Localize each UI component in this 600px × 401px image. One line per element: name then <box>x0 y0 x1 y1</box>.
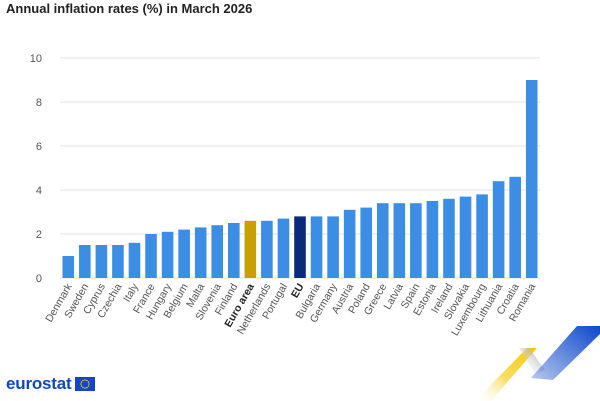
bar-slovenia[interactable] <box>211 225 224 278</box>
y-tick-label: 10 <box>30 53 42 65</box>
bar-italy[interactable] <box>128 242 141 278</box>
bar-belgium[interactable] <box>178 229 190 278</box>
y-tick-label: 4 <box>36 185 42 197</box>
bar-sweden[interactable] <box>79 245 91 278</box>
bar-austria[interactable] <box>343 209 356 278</box>
eurostat-logo: eurostat <box>6 374 96 394</box>
bar-euro-area[interactable] <box>244 220 257 278</box>
bar-slovakia[interactable] <box>459 196 472 278</box>
bar-estonia[interactable] <box>426 201 439 278</box>
blue-stripe <box>531 326 600 380</box>
bar-romania[interactable] <box>525 80 538 278</box>
yellow-stripe <box>475 348 537 401</box>
bar-poland[interactable] <box>360 207 372 278</box>
bar-lithuania[interactable] <box>492 181 505 278</box>
bar-finland[interactable] <box>228 223 240 278</box>
bar-ireland[interactable] <box>443 198 455 278</box>
bar-greece[interactable] <box>376 203 389 278</box>
y-tick-label: 0 <box>36 273 42 285</box>
bar-czechia[interactable] <box>112 245 124 278</box>
bar-hungary[interactable] <box>161 231 174 278</box>
bar-cyprus[interactable] <box>95 245 108 278</box>
bar-denmark[interactable] <box>62 256 75 278</box>
bar-spain[interactable] <box>410 203 422 278</box>
eu-flag-icon <box>75 377 96 391</box>
logo-text: eurostat <box>6 374 72 393</box>
gray-stripe <box>519 348 545 374</box>
decorative-stripes <box>475 326 600 401</box>
y-axis-ticks: 0 2 4 6 8 10 <box>30 53 42 285</box>
bar-portugal[interactable] <box>277 218 290 278</box>
bar-netherlands[interactable] <box>261 220 273 278</box>
bar-latvia[interactable] <box>393 203 406 278</box>
bar-malta[interactable] <box>194 227 207 278</box>
bar-germany[interactable] <box>327 216 339 278</box>
y-tick-label: 2 <box>36 229 42 241</box>
bar-luxembourg[interactable] <box>476 194 488 278</box>
chart-title: Annual inflation rates (%) in March 2026 <box>6 1 253 16</box>
bar-bulgaria[interactable] <box>310 216 323 278</box>
y-tick-label: 8 <box>36 97 42 109</box>
bar-eu[interactable] <box>294 216 306 278</box>
bar-croatia[interactable] <box>509 176 521 278</box>
y-tick-label: 6 <box>36 141 42 153</box>
bars <box>62 80 538 278</box>
bar-france[interactable] <box>145 234 157 278</box>
